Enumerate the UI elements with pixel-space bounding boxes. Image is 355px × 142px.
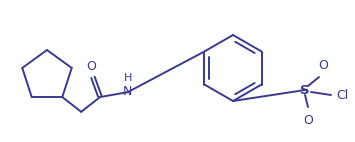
Text: N: N — [123, 85, 132, 98]
Text: H: H — [124, 73, 132, 83]
Text: Cl: Cl — [336, 88, 348, 102]
Text: S: S — [300, 83, 310, 97]
Text: O: O — [303, 114, 313, 127]
Text: O: O — [87, 60, 97, 73]
Text: O: O — [318, 59, 328, 72]
